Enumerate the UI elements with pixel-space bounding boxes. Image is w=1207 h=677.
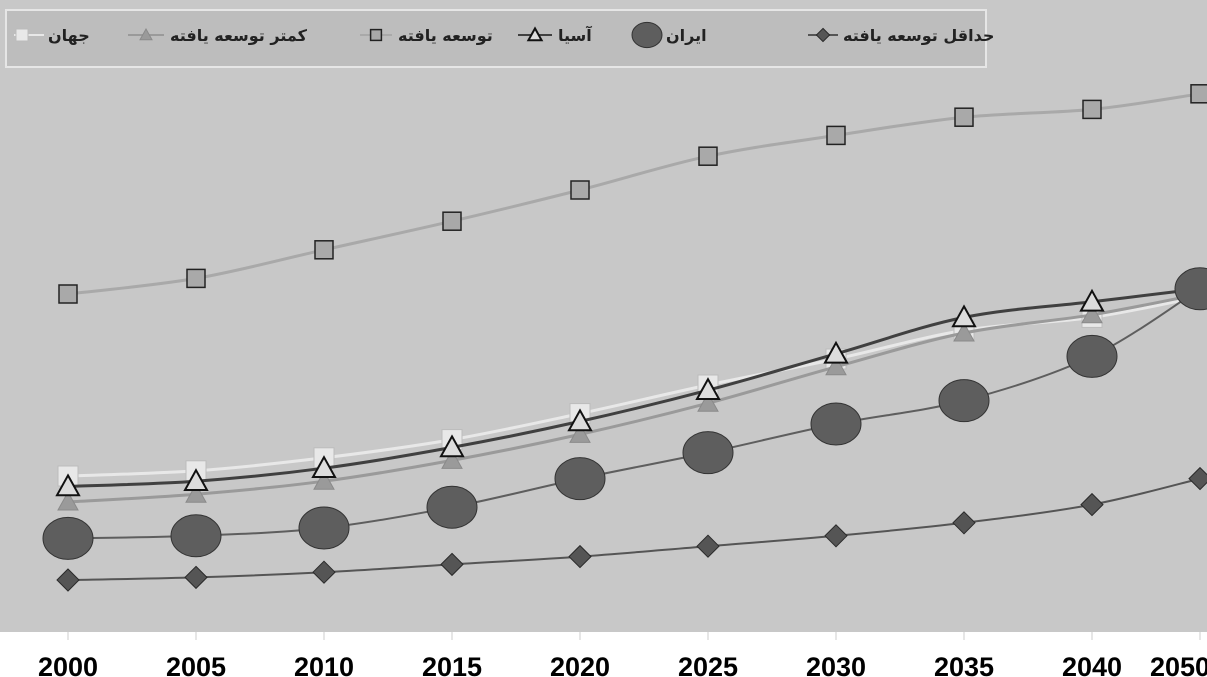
x-tick-label-8: 2040 xyxy=(1062,652,1122,677)
series-2 xyxy=(55,275,1207,497)
x-tick-label-3: 2015 xyxy=(422,652,482,677)
series-4-point-5 xyxy=(697,392,719,412)
series-3-point-4 xyxy=(570,180,590,200)
series-4-point-0 xyxy=(57,490,79,511)
series-3-point-7 xyxy=(954,107,974,127)
x-tick-label-7: 2035 xyxy=(934,652,994,677)
legend-entry-0: حداقل توسعه یافته xyxy=(808,26,994,45)
series-4 xyxy=(57,282,1207,511)
series-0-line xyxy=(67,477,1201,581)
series-4-point-3 xyxy=(441,449,463,469)
legend-entry-1: ایران xyxy=(631,21,707,49)
legend-entry-2: آسیا xyxy=(518,25,592,45)
legend-marker-0 xyxy=(815,27,831,43)
series-4-point-6 xyxy=(825,355,847,376)
series-0-point-4 xyxy=(568,544,592,569)
legend-marker-3 xyxy=(369,28,383,42)
series-0-point-9 xyxy=(1188,466,1207,491)
series-2-point-1 xyxy=(183,468,209,491)
x-tick-label-1: 2005 xyxy=(166,652,226,677)
series-2-point-8 xyxy=(1079,288,1105,312)
legend-label-0: حداقل توسعه یافته xyxy=(843,26,994,45)
series-3-point-8 xyxy=(1082,99,1102,120)
legend-entry-5: جهان xyxy=(14,26,90,45)
x-tick-label-4: 2020 xyxy=(550,652,610,677)
series-3-point-1 xyxy=(186,268,206,289)
series-3-point-6 xyxy=(826,125,846,146)
series-0 xyxy=(56,466,1207,592)
series-3 xyxy=(58,84,1207,304)
series-2-point-7 xyxy=(951,304,977,328)
series-1-point-8 xyxy=(1066,334,1118,378)
legend-label-3: توسعه یافته xyxy=(398,26,493,45)
series-0-point-5 xyxy=(696,534,720,558)
series-1-line xyxy=(67,287,1201,540)
series-1-point-5 xyxy=(682,431,734,475)
series-3-point-2 xyxy=(314,240,334,260)
series-2-point-4 xyxy=(567,408,593,432)
series-4-point-2 xyxy=(313,470,335,490)
series-2-point-3 xyxy=(439,434,465,458)
series-3-point-9 xyxy=(1190,84,1207,104)
legend-entry-3: توسعه یافته xyxy=(360,26,493,45)
series-1-point-7 xyxy=(938,379,990,423)
series-1 xyxy=(42,267,1207,560)
series-1-point-4 xyxy=(554,457,606,501)
series-3-point-0 xyxy=(58,284,78,304)
legend-label-2: آسیا xyxy=(558,25,592,45)
legend-marker-2 xyxy=(526,26,544,42)
series-2-line xyxy=(67,287,1201,488)
x-tick-label-9: 2050 xyxy=(1150,652,1207,677)
series-4-point-8 xyxy=(1081,303,1103,324)
legend-entry-4: کمتر توسعه یافته xyxy=(128,26,308,45)
legend-marker-1 xyxy=(631,21,663,49)
series-1-point-0 xyxy=(42,516,94,560)
series-0-point-2 xyxy=(312,560,336,584)
legend-label-4: کمتر توسعه یافته xyxy=(170,26,308,45)
legend-label-5: جهان xyxy=(48,26,90,45)
x-axis: 2000 2005 2010 2015 2020 2025 2030 2035 2040 2050 xyxy=(38,632,1207,677)
x-tick-label-5: 2025 xyxy=(678,652,738,677)
series-0-point-8 xyxy=(1080,492,1104,517)
series-0-point-6 xyxy=(824,524,848,548)
series-4-point-7 xyxy=(953,321,975,342)
series-0-point-1 xyxy=(184,565,208,590)
series-3-point-5 xyxy=(698,146,718,166)
series-layer xyxy=(42,84,1207,592)
x-tick-label-2: 2010 xyxy=(294,652,354,677)
legend: حداقل توسعه یافته ایران آسیا توسعه یافته کمت… xyxy=(14,21,994,49)
series-1-point-1 xyxy=(170,514,222,558)
series-4-point-4 xyxy=(569,423,591,443)
series-1-point-6 xyxy=(810,402,862,446)
series-2-point-6 xyxy=(823,340,849,364)
series-1-point-3 xyxy=(426,485,478,529)
x-tick-label-0: 2000 xyxy=(38,652,98,677)
series-1-point-2 xyxy=(298,506,350,550)
series-3-point-3 xyxy=(442,211,462,231)
series-2-point-0 xyxy=(55,473,81,497)
series-3-line xyxy=(67,92,1201,296)
series-1-point-9 xyxy=(1174,267,1207,311)
x-tick-label-6: 2030 xyxy=(806,652,866,677)
legend-label-1: ایران xyxy=(666,26,707,45)
series-0-point-3 xyxy=(440,552,464,577)
series-0-point-0 xyxy=(56,568,80,592)
legend-box xyxy=(5,9,987,68)
series-4-point-1 xyxy=(185,483,207,503)
series-4-line xyxy=(67,292,1201,504)
legend-marker-4 xyxy=(139,27,153,41)
series-2-point-5 xyxy=(695,377,721,400)
series-0-point-7 xyxy=(952,511,976,535)
legend-marker-5 xyxy=(15,28,29,42)
series-2-point-2 xyxy=(311,455,337,478)
